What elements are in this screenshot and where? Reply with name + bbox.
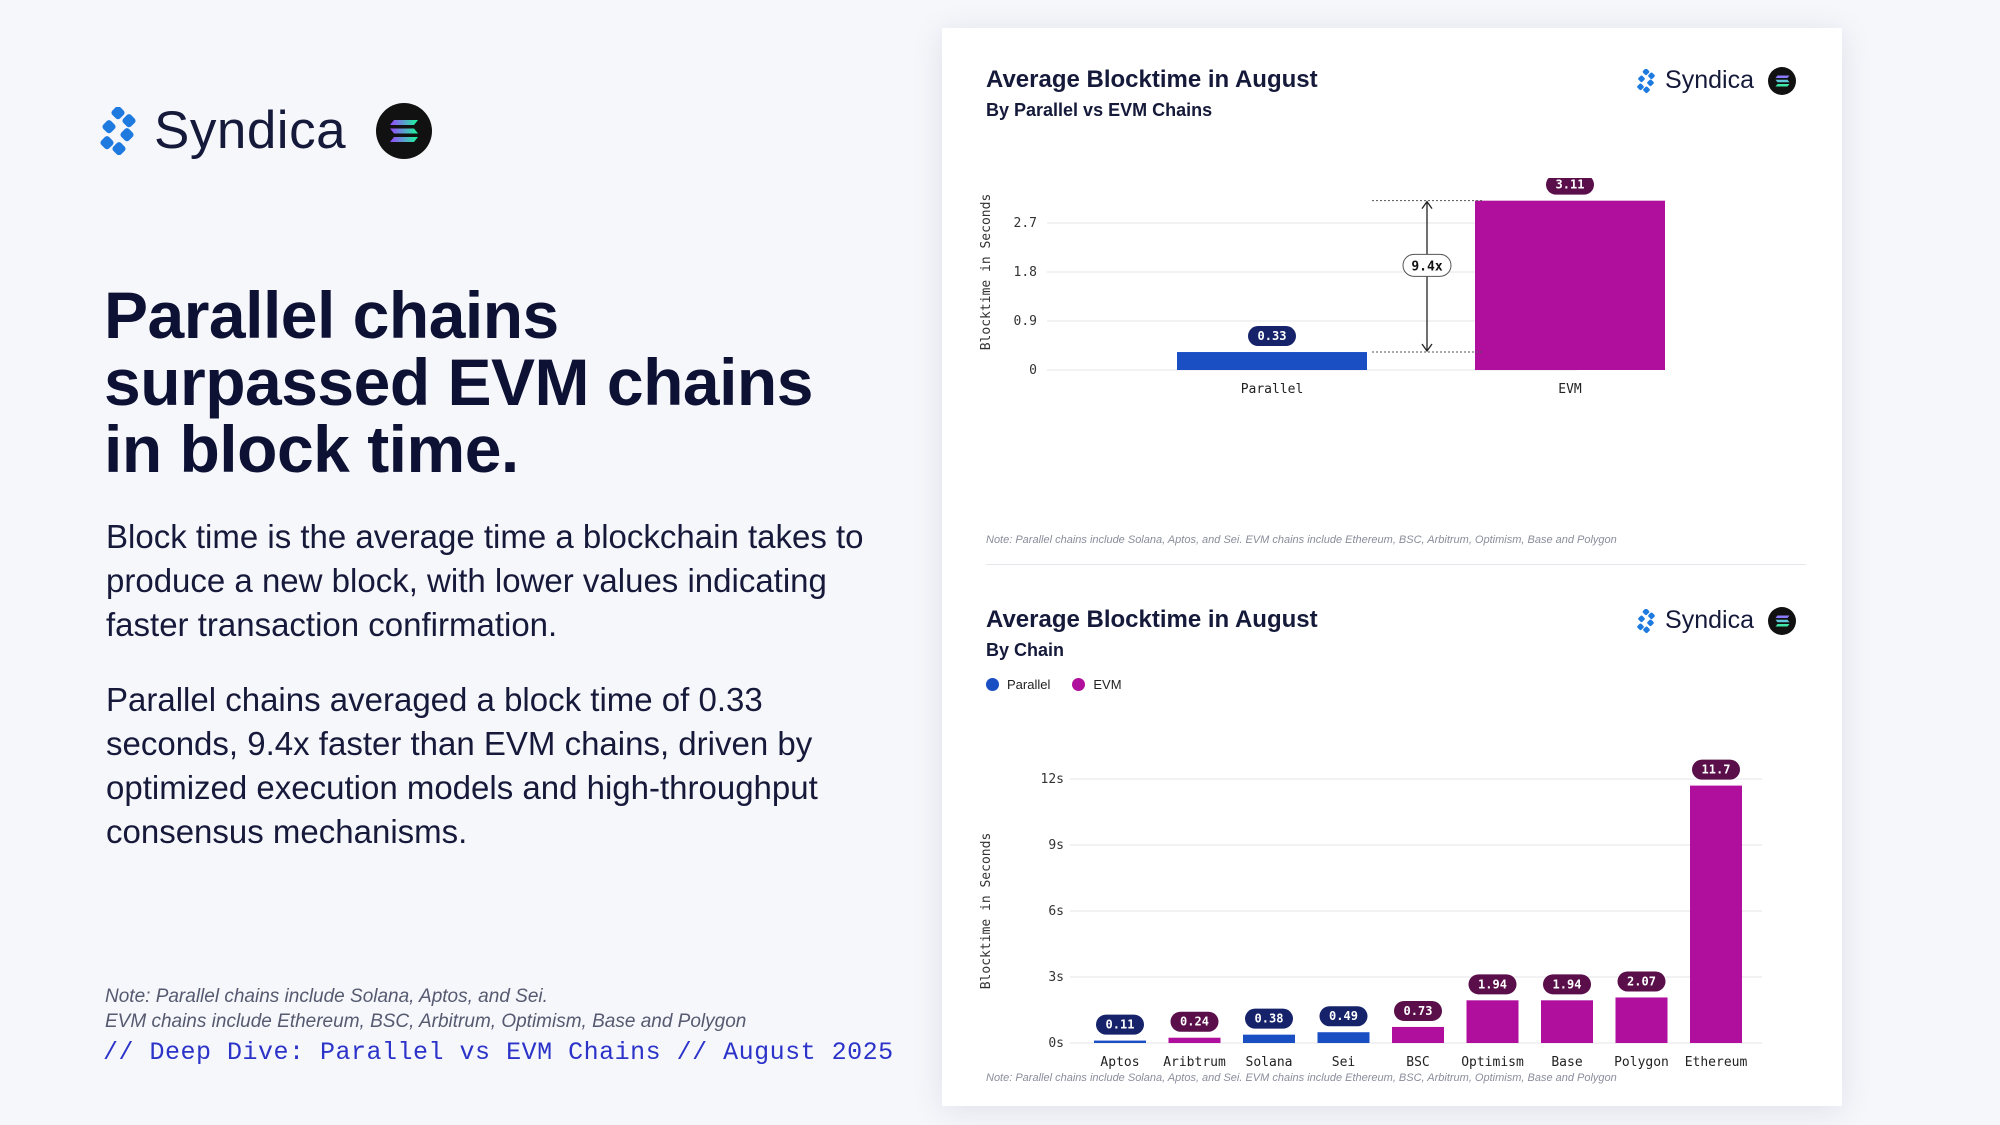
legend-item-parallel: Parallel xyxy=(986,677,1050,692)
chart-panel: Average Blocktime in August By Parallel … xyxy=(942,28,1842,1106)
chart2-brand: Syndica xyxy=(1637,606,1796,635)
chart1-brand-name: Syndica xyxy=(1665,66,1754,94)
chart2-legend: Parallel EVM xyxy=(986,677,1122,692)
data-label-aribtrum-bg xyxy=(1170,1011,1219,1032)
x-tick-label: Ethereum xyxy=(1685,1055,1748,1070)
x-tick-label: Base xyxy=(1551,1055,1582,1070)
solana-icon xyxy=(1768,606,1796,635)
chart2-brand-name: Syndica xyxy=(1665,606,1754,634)
data-label-aribtrum: 0.24 xyxy=(1180,1015,1209,1029)
y-tick-label: 0s xyxy=(1048,1036,1064,1051)
y-tick-label: 0 xyxy=(1029,363,1037,378)
chart2-plot: Blocktime in Seconds 0s 3s 6s 9s 12s 0.11 Aptos… xyxy=(979,759,1762,1070)
tagline: // Deep Dive: Parallel vs EVM Chains // … xyxy=(103,1038,894,1067)
footnote-line-1: Note: Parallel chains include Solana, Ap… xyxy=(105,986,548,1007)
chart2-subtitle: By Chain xyxy=(986,640,1065,660)
y-tick-label: 3s xyxy=(1048,970,1064,985)
chart2-title: Average Blocktime in August xyxy=(986,606,1318,633)
data-label-ethereum-bg xyxy=(1692,759,1740,780)
legend-item-evm: EVM xyxy=(1072,677,1122,692)
y-tick-label: 2.7 xyxy=(1014,216,1037,231)
data-label-aptos: 0.11 xyxy=(1106,1018,1135,1032)
data-label-base: 1.94 xyxy=(1553,977,1582,991)
syndica-logo: Syndica xyxy=(100,100,346,161)
chart1-title: Average Blocktime in August xyxy=(986,66,1318,93)
bar-base xyxy=(1541,1000,1593,1043)
paragraph-definition: Block time is the average time a blockch… xyxy=(106,518,864,643)
data-label-optimism-bg xyxy=(1468,974,1517,995)
data-label-polygon: 2.07 xyxy=(1627,974,1656,988)
legend-dot-evm xyxy=(1072,678,1086,691)
bar-solana xyxy=(1243,1034,1295,1043)
data-label-ethereum: 11.7 xyxy=(1702,763,1731,777)
data-label-parallel-bg xyxy=(1248,326,1296,347)
data-label-polygon-bg xyxy=(1617,971,1666,992)
legend-label-parallel: Parallel xyxy=(1007,677,1051,692)
data-label-bsc-bg xyxy=(1394,1000,1442,1021)
footnote: Note: Parallel chains include Solana, Ap… xyxy=(105,984,746,1034)
x-tick-label: Optimism xyxy=(1461,1055,1524,1070)
brand-header: Syndica xyxy=(100,100,433,161)
y-tick-label: 6s xyxy=(1048,904,1064,919)
bar-bsc xyxy=(1392,1026,1444,1043)
y-tick-label: 12s xyxy=(1041,772,1064,787)
brand-name: Syndica xyxy=(154,101,347,160)
paragraph-finding: Parallel chains averaged a block time of… xyxy=(106,681,818,850)
bar-ethereum xyxy=(1690,785,1742,1043)
y-tick-label: 3.6 xyxy=(1014,178,1037,182)
legend-label-evm: EVM xyxy=(1093,677,1122,692)
annotation-label: 9.4x xyxy=(1411,259,1442,274)
data-label-sei-bg xyxy=(1319,1006,1368,1027)
footnote-line-2: EVM chains include Ethereum, BSC, Arbitr… xyxy=(105,1011,747,1032)
data-label-solana: 0.38 xyxy=(1255,1012,1284,1026)
solana-icon xyxy=(376,102,433,159)
bar-evm xyxy=(1475,200,1665,370)
annotation-arrowhead-top xyxy=(1421,200,1433,210)
solana-icon xyxy=(1768,66,1796,95)
bar-optimism xyxy=(1466,1000,1519,1043)
bar-aribtrum xyxy=(1168,1037,1221,1043)
data-label-aptos-bg xyxy=(1096,1014,1144,1035)
annotation-arrowhead-bottom xyxy=(1421,343,1433,353)
syndica-mark-icon xyxy=(100,106,136,155)
x-tick-label: Parallel xyxy=(1241,382,1304,397)
chart1-subtitle: By Parallel vs EVM Chains xyxy=(986,100,1213,120)
chart1-brand: Syndica xyxy=(1637,66,1796,95)
y-tick-label: 0.9 xyxy=(1014,314,1037,329)
y-tick-label: 9s xyxy=(1048,838,1064,853)
chart1-note: Note: Parallel chains include Solana, Ap… xyxy=(986,534,1617,546)
data-label-parallel: 0.33 xyxy=(1258,329,1287,343)
data-label-base-bg xyxy=(1543,974,1591,995)
chart-divider xyxy=(986,564,1806,565)
data-label-solana-bg xyxy=(1245,1008,1293,1029)
data-label-bsc: 0.73 xyxy=(1404,1004,1433,1018)
x-tick-label: Aribtrum xyxy=(1163,1055,1226,1070)
x-tick-label: BSC xyxy=(1406,1055,1429,1070)
data-label-evm: 3.11 xyxy=(1556,178,1585,192)
bar-parallel xyxy=(1177,352,1367,370)
bar-polygon xyxy=(1615,997,1668,1043)
y-axis-label: Blocktime in Seconds xyxy=(979,833,994,990)
x-tick-label: Sei xyxy=(1332,1055,1355,1070)
bar-aptos xyxy=(1094,1040,1146,1043)
headline: Parallel chains surpassed EVM chains in … xyxy=(104,278,813,486)
syndica-mark-icon xyxy=(1637,68,1655,93)
x-tick-label: Solana xyxy=(1246,1055,1293,1070)
chart1-plot: Blocktime in Seconds 0 0.9 1.8 2.7 3.6 0.33 Par… xyxy=(979,178,1665,397)
data-label-optimism: 1.94 xyxy=(1478,977,1507,991)
x-tick-label: Polygon xyxy=(1614,1055,1669,1070)
annotation-badge xyxy=(1402,253,1452,277)
x-tick-label: Aptos xyxy=(1100,1055,1139,1070)
y-tick-label: 1.8 xyxy=(1014,265,1037,280)
syndica-mark-icon xyxy=(1637,608,1655,633)
data-label-sei: 0.49 xyxy=(1329,1009,1358,1023)
chart2-note: Note: Parallel chains include Solana, Ap… xyxy=(986,1072,1617,1084)
legend-dot-parallel xyxy=(986,678,999,691)
y-axis-label: Blocktime in Seconds xyxy=(979,194,994,351)
x-tick-label: EVM xyxy=(1558,382,1582,397)
data-label-evm-bg xyxy=(1546,178,1594,195)
bar-sei xyxy=(1317,1032,1370,1043)
